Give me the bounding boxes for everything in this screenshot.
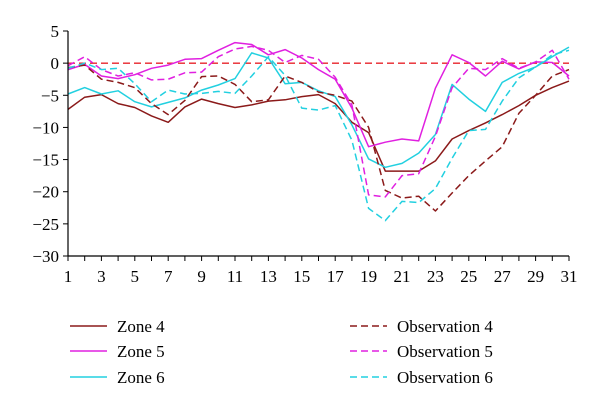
y-tick-label: −15 <box>32 151 59 170</box>
x-tick-label: 9 <box>197 267 206 286</box>
legend-label-observation-5: Observation 5 <box>397 342 493 361</box>
x-tick-label: 27 <box>494 267 512 286</box>
x-tick-label: 29 <box>527 267 544 286</box>
legend-label-zone-4: Zone 4 <box>117 317 165 336</box>
y-tick-label: −5 <box>41 86 59 105</box>
legend: Zone 4 Zone 5 Zone 6 Observation 4 Observati… <box>70 317 493 387</box>
x-tick-label: 21 <box>394 267 411 286</box>
x-tick-label: 31 <box>561 267 578 286</box>
y-tick-label: 0 <box>51 54 60 73</box>
legend-label-observation-4: Observation 4 <box>397 317 493 336</box>
y-tick-label: −20 <box>32 183 59 202</box>
series-line-observation-4 <box>67 64 570 212</box>
x-tick-label: 19 <box>360 267 377 286</box>
x-tick-label: 25 <box>460 267 477 286</box>
series-line-observation-6 <box>67 49 570 222</box>
y-tick-label: 5 <box>51 22 60 41</box>
y-tick-label: −30 <box>32 247 59 266</box>
x-tick-label: 7 <box>164 267 173 286</box>
x-tick-label: 17 <box>327 267 345 286</box>
x-tick-label: 13 <box>260 267 277 286</box>
legend-label-zone-5: Zone 5 <box>117 342 165 361</box>
x-tick-label: 5 <box>131 267 140 286</box>
series-line-observation-5 <box>67 45 570 198</box>
series-group <box>67 41 570 222</box>
series-line-zone-5 <box>67 41 570 148</box>
x-tick-label: 1 <box>64 267 73 286</box>
series-line-zone-4 <box>67 80 570 172</box>
axes-group: 50−5−10−15−20−25−301 3 5 7 9 11 13 15 17 19 21 23 25… <box>32 22 577 286</box>
legend-label-observation-6: Observation 6 <box>397 368 493 387</box>
y-tick-label: −25 <box>32 215 59 234</box>
legend-label-zone-6: Zone 6 <box>117 368 165 387</box>
series-line-zone-6 <box>67 46 570 169</box>
x-tick-label: 3 <box>97 267 106 286</box>
y-tick-label: −10 <box>32 118 59 137</box>
x-tick-label: 23 <box>427 267 444 286</box>
x-tick-label: 11 <box>227 267 243 286</box>
x-tick-label: 15 <box>293 267 310 286</box>
